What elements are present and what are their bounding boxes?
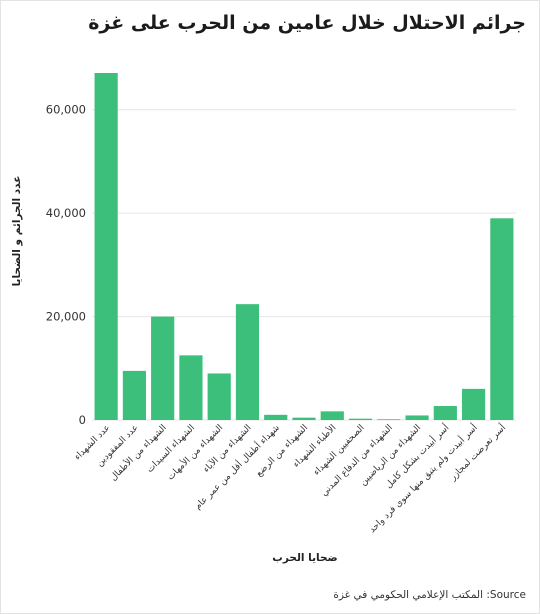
y-tick-labels: 0 20,000 40,000 60,000 — [46, 103, 86, 427]
bar — [207, 373, 231, 420]
bar — [490, 218, 514, 420]
bar — [320, 411, 344, 420]
bar — [179, 355, 203, 420]
bar — [235, 304, 260, 420]
y-tick-label: 20,000 — [46, 310, 86, 324]
x-tick-label: الصحفيين الشهداء — [312, 423, 367, 478]
bar — [377, 419, 401, 420]
y-tick-label: 0 — [79, 413, 86, 427]
y-tick-label: 40,000 — [46, 206, 86, 220]
bar — [264, 414, 288, 420]
bar — [151, 316, 175, 420]
source-note: المكتب الإعلامي الحكومي في غزة :Source — [333, 589, 526, 601]
y-tick-label: 60,000 — [46, 103, 86, 117]
x-tick-label: الشهداء من الرضع — [254, 423, 310, 479]
bar — [433, 406, 457, 420]
x-axis-label: ضحايا الحرب — [272, 552, 337, 564]
x-tick-label: الشهداء من الآباء — [200, 422, 253, 475]
bar — [462, 388, 486, 420]
bar — [292, 417, 316, 420]
bar — [405, 415, 429, 420]
y-axis-label: عدد الجرائم و الضحايا — [11, 176, 23, 287]
bar — [348, 418, 373, 420]
bars — [94, 72, 514, 421]
bar — [94, 72, 118, 421]
chart-title: جرائم الاحتلال خلال عامين من الحرب على غ… — [88, 12, 526, 34]
bar — [122, 370, 146, 420]
